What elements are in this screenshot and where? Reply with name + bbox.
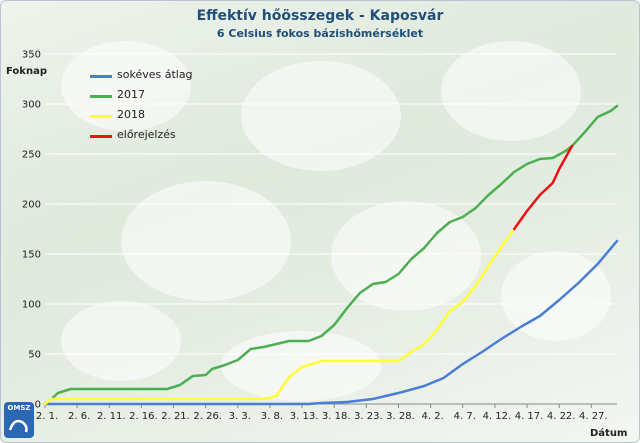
chart-subtitle: 6 Celsius fokos bázishőmérséklet xyxy=(216,27,424,40)
legend-item-forecast: előrejelzés xyxy=(90,126,270,146)
x-axis-label: Dátum xyxy=(590,428,628,439)
x-tick-label: 3. 8. xyxy=(261,411,283,422)
background-flower xyxy=(501,251,611,341)
omsz-logo: OMSZ xyxy=(4,402,34,438)
x-tick-label: 4. 12. xyxy=(483,411,512,422)
x-tick-labels: 2. 1. 2. 6. 2. 11. 2. 16. 2. 21. 2. 26. 3. 3. 3… xyxy=(36,411,608,422)
legend-item-2017: 2017 xyxy=(90,86,270,106)
legend-label-2018: 2018 xyxy=(117,108,145,121)
background-flower xyxy=(61,301,181,381)
legend-label-forecast: előrejelzés xyxy=(117,128,176,141)
legend-item-2018: 2018 xyxy=(90,106,270,126)
y-tick-label: 250 xyxy=(22,150,41,161)
background-flower xyxy=(241,61,401,171)
x-tick-label: 2. 16. xyxy=(129,411,158,422)
y-axis-label: Foknap xyxy=(6,66,47,77)
x-tick-label: 2. 1. xyxy=(36,411,58,422)
x-tick-label: 3. 23. xyxy=(354,411,383,422)
x-tick-label: 3. 13. xyxy=(290,411,319,422)
background-flower xyxy=(61,41,191,131)
y-tick-label: 100 xyxy=(22,300,41,311)
background-flower xyxy=(221,331,381,401)
y-tick-label: 150 xyxy=(22,250,41,261)
legend-label-2017: 2017 xyxy=(117,88,145,101)
x-tick-label: 2. 11. xyxy=(97,411,126,422)
legend-swatch-2018 xyxy=(90,115,112,118)
series-line-3 xyxy=(512,144,574,231)
legend-label-avg: sokéves átlag xyxy=(117,68,193,81)
x-tick-label: 4. 17. xyxy=(515,411,544,422)
logo-wave-icon xyxy=(8,419,28,433)
series-line-0 xyxy=(43,239,619,406)
y-tick-label: 200 xyxy=(22,200,41,211)
x-tick-label: 3. 18. xyxy=(322,411,351,422)
y-tick-label: 50 xyxy=(28,350,41,361)
series-line-1 xyxy=(43,104,619,406)
legend-swatch-avg xyxy=(90,75,112,78)
x-tick-label: 2. 26. xyxy=(193,411,222,422)
y-tick-labels: 0 50 100 150 200 250 300 350 xyxy=(22,50,41,411)
x-tick-label: 4. 27. xyxy=(579,411,608,422)
y-tick-label: 350 xyxy=(22,50,41,61)
series-lines xyxy=(43,104,619,406)
x-tick-label: 4. 7. xyxy=(454,411,476,422)
x-tick-label: 4. 2. xyxy=(421,411,443,422)
chart-title: Effektív hőösszegek - Kaposvár xyxy=(196,8,444,24)
background-flower xyxy=(121,181,291,301)
legend: sokéves átlag 2017 2018 előrejelzés xyxy=(90,66,270,146)
x-tick-label: 2. 6. xyxy=(68,411,90,422)
x-tick-label: 4. 22. xyxy=(547,411,576,422)
legend-swatch-2017 xyxy=(90,95,112,98)
y-tick-label: 300 xyxy=(22,100,41,111)
legend-item-avg: sokéves átlag xyxy=(90,66,270,86)
y-tick-label: 0 xyxy=(35,400,41,411)
legend-swatch-forecast xyxy=(90,135,112,138)
x-tick-label: 3. 28. xyxy=(386,411,415,422)
x-tick-label: 3. 3. xyxy=(229,411,251,422)
background-flower xyxy=(441,41,581,141)
series-line-2 xyxy=(43,227,516,406)
logo-text: OMSZ xyxy=(7,404,31,412)
x-tick-label: 2. 21. xyxy=(161,411,190,422)
